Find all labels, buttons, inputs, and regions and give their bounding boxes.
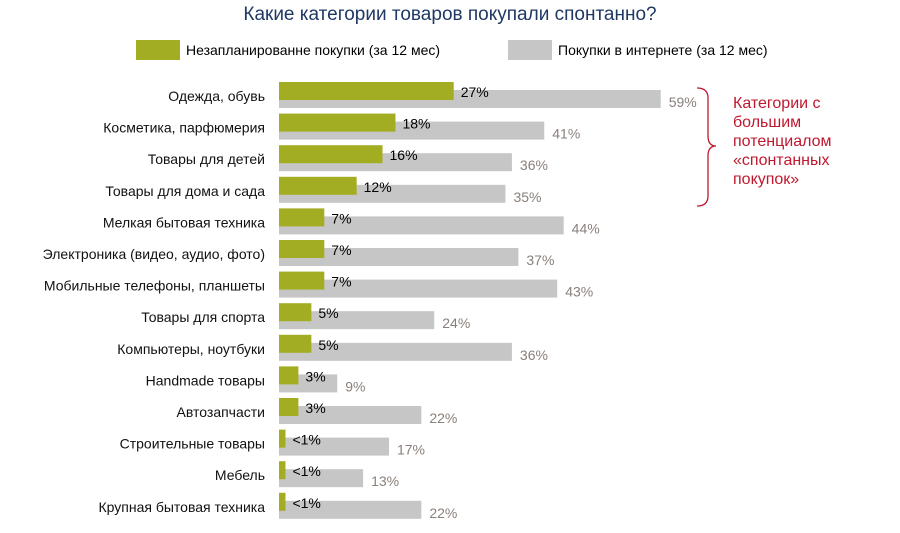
bar-online	[279, 406, 422, 424]
bar-online	[279, 437, 389, 456]
category-label: Handmade товары	[146, 372, 265, 388]
value-label-unplanned: 27%	[461, 84, 489, 100]
bar-unplanned	[279, 145, 383, 164]
value-label-online: 22%	[429, 505, 457, 521]
annotation-bracket	[696, 87, 717, 207]
category-label: Товары для детей	[148, 151, 265, 167]
bar-unplanned	[279, 492, 286, 511]
legend-swatch-online	[508, 40, 552, 60]
bar-unplanned	[279, 82, 454, 100]
value-label-unplanned: 16%	[390, 147, 418, 163]
value-label-online: 35%	[513, 189, 541, 205]
bar-unplanned	[279, 334, 312, 353]
category-label: Мебель	[215, 467, 265, 483]
value-label-unplanned: <1%	[292, 432, 320, 448]
category-label: Одежда, обувь	[168, 88, 265, 104]
value-label-unplanned: 7%	[331, 242, 351, 258]
value-label-unplanned: 3%	[305, 368, 325, 384]
category-label: Крупная бытовая техника	[98, 499, 265, 515]
legend-label-unplanned: Незапланированне покупки (за 12 мес)	[186, 42, 441, 58]
bar-unplanned	[279, 366, 299, 385]
value-label-unplanned: 7%	[331, 210, 351, 226]
bar-unplanned	[279, 208, 325, 227]
value-label-online: 17%	[397, 442, 425, 458]
value-label-online: 59%	[669, 94, 697, 110]
bar-online	[279, 469, 364, 488]
value-label-online: 43%	[565, 284, 593, 300]
bar-online	[279, 279, 558, 298]
value-label-online: 44%	[572, 220, 600, 236]
annotation-text: Категории с большим потенциалом «спонтан…	[733, 95, 832, 188]
value-label-online: 36%	[520, 157, 548, 173]
category-label: Мелкая бытовая техника	[103, 214, 265, 230]
value-label-online: 37%	[526, 252, 554, 268]
value-label-unplanned: 3%	[305, 400, 325, 416]
bar-online	[279, 216, 564, 235]
bar-unplanned	[279, 271, 325, 290]
category-label: Электроника (видео, аудио, фото)	[43, 246, 265, 262]
value-label-online: 24%	[442, 315, 470, 331]
value-label-online: 36%	[520, 347, 548, 363]
category-label: Строительные товары	[120, 436, 265, 452]
value-label-online: 41%	[552, 126, 580, 142]
category-label: Товары для дома и сада	[105, 183, 265, 199]
bar-online	[279, 500, 422, 519]
value-label-unplanned: 12%	[364, 179, 392, 195]
value-label-unplanned: 18%	[402, 116, 430, 132]
value-label-online: 22%	[429, 410, 457, 426]
value-label-online: 13%	[371, 473, 399, 489]
category-label: Косметика, парфюмерия	[103, 120, 265, 136]
bar-online	[279, 311, 435, 330]
value-label-unplanned: 7%	[331, 274, 351, 290]
legend-label-online: Покупки в интернете (за 12 мес)	[558, 42, 768, 58]
value-label-unplanned: <1%	[292, 495, 320, 511]
bar-unplanned	[279, 429, 286, 448]
value-label-unplanned: <1%	[292, 463, 320, 479]
value-label-online: 9%	[345, 378, 365, 394]
bar-unplanned	[279, 176, 357, 195]
bar-unplanned	[279, 461, 286, 480]
legend-swatch-unplanned	[136, 40, 180, 60]
bar-online	[279, 248, 519, 266]
bar-unplanned	[279, 398, 299, 416]
category-label: Компьютеры, ноутбуки	[117, 341, 265, 357]
bar-unplanned	[279, 303, 312, 322]
bar-unplanned	[279, 240, 325, 258]
value-label-unplanned: 5%	[318, 337, 338, 353]
category-label: Автозапчасти	[177, 404, 265, 420]
bar-online	[279, 342, 512, 361]
bar-unplanned	[279, 113, 396, 132]
chart-title: Какие категории товаров покупали спонтан…	[243, 4, 657, 25]
category-label: Мобильные телефоны, планшеты	[44, 278, 265, 294]
value-label-unplanned: 5%	[318, 305, 338, 321]
category-label: Товары для спорта	[141, 309, 265, 325]
